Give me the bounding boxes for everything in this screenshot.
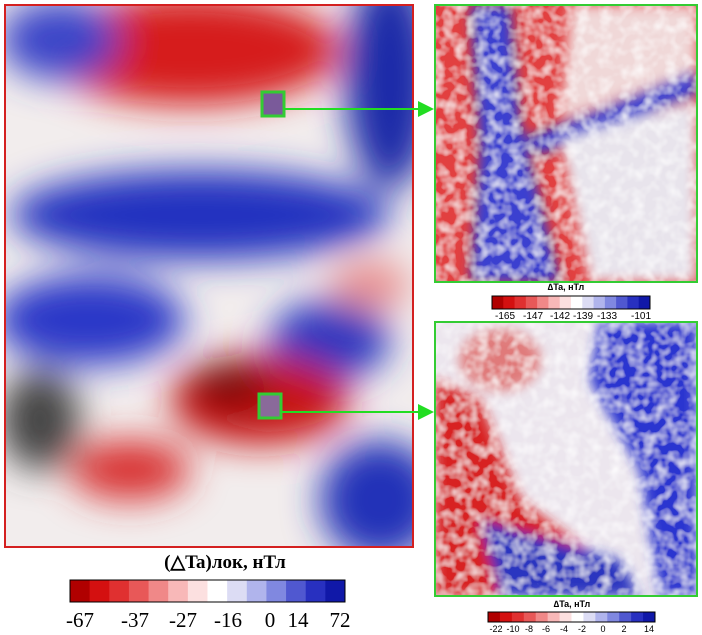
colorbar-segment bbox=[492, 296, 504, 309]
colorbar-segment bbox=[90, 580, 110, 602]
colorbar: -165 -147 -142-139 -133 -101 bbox=[492, 296, 651, 322]
colorbar-segment bbox=[109, 580, 129, 602]
colorbar-segment bbox=[548, 612, 560, 622]
tick-label: 0 bbox=[600, 624, 605, 634]
colorbar-segment bbox=[537, 296, 549, 309]
colorbar-segment bbox=[595, 612, 607, 622]
tick-label: -22 bbox=[489, 624, 502, 634]
inset-map-2 bbox=[435, 322, 697, 596]
colorbar-segment bbox=[616, 296, 628, 309]
tick-label: -147 bbox=[523, 311, 543, 322]
colorbar-segment bbox=[582, 296, 594, 309]
tick-label: 72 bbox=[330, 608, 351, 632]
colorbar-segment bbox=[286, 580, 306, 602]
colorbar-segment bbox=[247, 580, 267, 602]
colorbar-segment bbox=[607, 612, 619, 622]
colorbar-segment bbox=[572, 612, 584, 622]
legend-title: (△Ta)лок, нТл bbox=[164, 552, 286, 573]
tick-label: -165 bbox=[495, 311, 515, 322]
colorbar-segment bbox=[129, 580, 149, 602]
colorbar-segment bbox=[526, 296, 538, 309]
colorbar-segment bbox=[560, 612, 572, 622]
main-map bbox=[0, 0, 440, 560]
colorbar-segment bbox=[594, 296, 606, 309]
tick-label: 0 bbox=[265, 608, 276, 632]
tick-label: 2 bbox=[621, 624, 626, 634]
colorbar-segment bbox=[512, 612, 524, 622]
colorbar-segment bbox=[583, 612, 595, 622]
colorbar-segment bbox=[306, 580, 326, 602]
tick-label: -101 bbox=[631, 311, 651, 322]
colorbar: -67 -37 -27 -16 0 14 72 bbox=[66, 580, 351, 632]
colorbar: -22 -10 -8 -6 -4 -2 0 2 14 bbox=[488, 612, 656, 634]
colorbar-segment bbox=[227, 580, 247, 602]
tick-label: -8 bbox=[525, 624, 533, 634]
colorbar-segment bbox=[208, 580, 228, 602]
tick-label: -27 bbox=[169, 608, 197, 632]
tick-label: -16 bbox=[214, 608, 242, 632]
colorbar-segment bbox=[571, 296, 583, 309]
colorbar-segment bbox=[536, 612, 548, 622]
figure: -67-37-27-1601472 -165-147-142-139-133-1… bbox=[0, 0, 702, 635]
colorbar-segment bbox=[643, 612, 655, 622]
colorbar-segment bbox=[500, 612, 512, 622]
tick-label: -37 bbox=[121, 608, 149, 632]
legend-title: ∆Ta, нТл bbox=[548, 282, 585, 292]
colorbar-segment bbox=[639, 296, 651, 309]
colorbar-segment bbox=[515, 296, 527, 309]
tick-label: 14 bbox=[644, 624, 654, 634]
colorbar-segment bbox=[70, 580, 90, 602]
tick-label: -67 bbox=[66, 608, 94, 632]
colorbar-segment bbox=[266, 580, 286, 602]
colorbar-segment bbox=[631, 612, 643, 622]
tick-label: -4 bbox=[560, 624, 568, 634]
inset-map-1 bbox=[435, 5, 697, 282]
tick-label: -10 bbox=[506, 624, 519, 634]
colorbar-segment bbox=[627, 296, 639, 309]
legend-title: ∆Ta, нТл bbox=[554, 599, 591, 609]
tick-label: 14 bbox=[288, 608, 310, 632]
tick-label: -6 bbox=[542, 624, 550, 634]
colorbar-segment bbox=[548, 296, 560, 309]
tick-label: -139 bbox=[573, 311, 593, 322]
colorbar-segment bbox=[605, 296, 617, 309]
colorbar-segment bbox=[619, 612, 631, 622]
colorbar-segment bbox=[168, 580, 188, 602]
tick-label: -133 bbox=[597, 311, 617, 322]
colorbar-segment bbox=[325, 580, 345, 602]
colorbar-segment bbox=[524, 612, 536, 622]
colorbar-segment bbox=[188, 580, 208, 602]
colorbar-segment bbox=[488, 612, 500, 622]
colorbar-segment bbox=[503, 296, 515, 309]
tick-label: -2 bbox=[578, 624, 586, 634]
colorbar-segment bbox=[560, 296, 572, 309]
colorbar-segment bbox=[149, 580, 169, 602]
tick-label: -142 bbox=[550, 311, 570, 322]
